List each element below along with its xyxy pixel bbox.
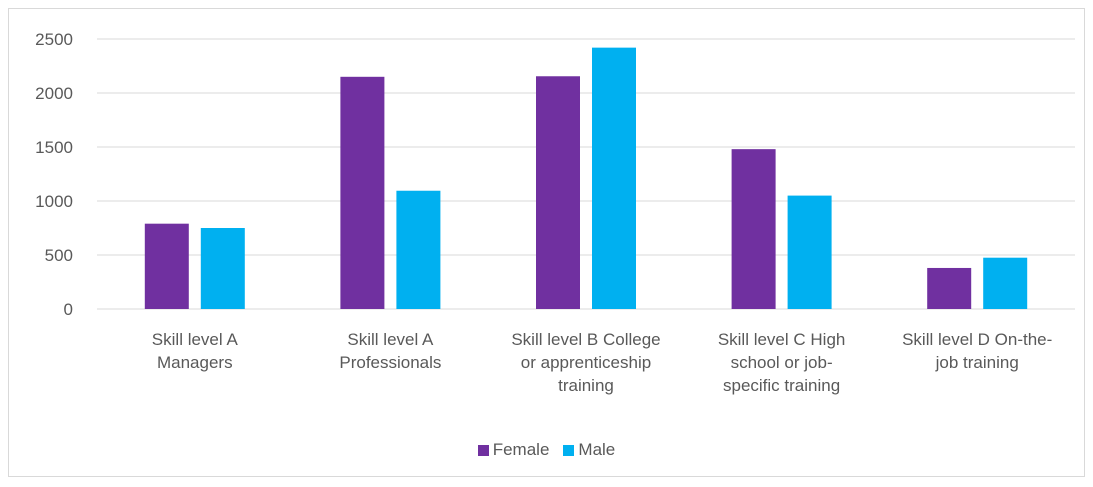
legend-item-female: Female <box>477 440 550 460</box>
x-tick-label: Managers <box>157 353 233 372</box>
bar-male <box>592 47 636 309</box>
x-tick-label: Professionals <box>339 353 441 372</box>
bar-female <box>536 76 580 309</box>
bar-male <box>983 257 1028 309</box>
y-tick-label: 0 <box>64 300 73 319</box>
y-tick-label: 1000 <box>35 192 73 211</box>
legend-item-male: Male <box>563 440 615 460</box>
bar-female <box>144 223 189 309</box>
x-tick-label: or apprenticeship <box>521 353 651 372</box>
x-tick-label: Skill level B College <box>511 330 660 349</box>
x-tick-label: Skill level C High <box>718 330 846 349</box>
y-tick-label: 1500 <box>35 138 73 157</box>
legend: Female Male <box>0 440 1093 460</box>
x-tick-label: Skill level A <box>152 330 239 349</box>
x-tick-label: school or job- <box>731 353 833 372</box>
y-tick-label: 500 <box>45 246 73 265</box>
y-tick-label: 2000 <box>35 84 73 103</box>
bar-female <box>927 267 972 309</box>
x-tick-label: job training <box>935 353 1019 372</box>
x-tick-label: Skill level A <box>347 330 434 349</box>
bar-male <box>396 190 441 309</box>
legend-label: Female <box>492 440 550 459</box>
x-tick-label: training <box>558 376 614 395</box>
bar-female <box>731 149 776 309</box>
legend-label: Male <box>578 440 616 459</box>
bar-male <box>787 195 832 309</box>
legend-swatch <box>563 444 575 456</box>
x-tick-label: specific training <box>723 376 840 395</box>
bar-female <box>340 76 385 309</box>
x-tick-label: Skill level D On-the- <box>902 330 1052 349</box>
y-tick-label: 2500 <box>35 30 73 49</box>
legend-swatch <box>477 444 489 456</box>
bar-male <box>200 228 245 309</box>
